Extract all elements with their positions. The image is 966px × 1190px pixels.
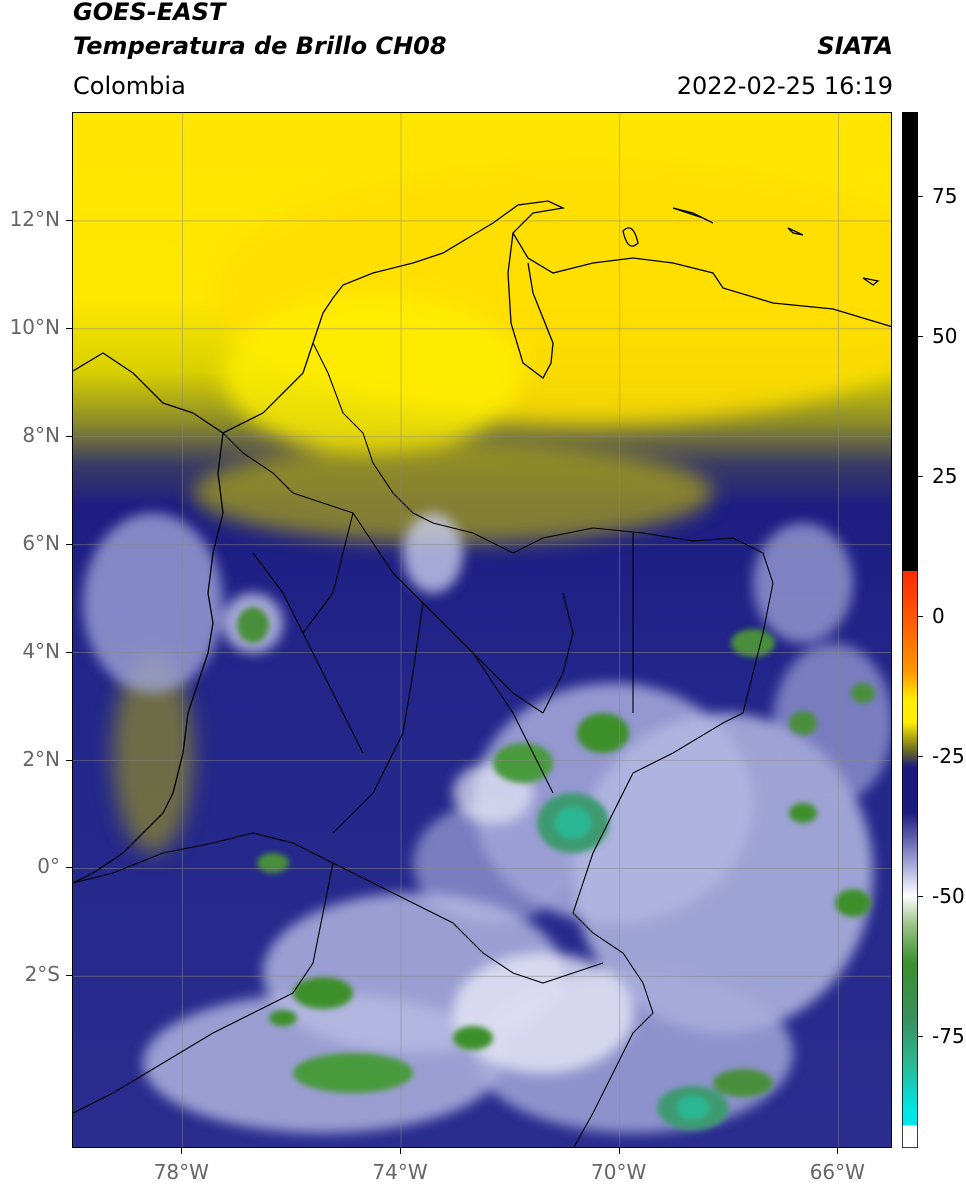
colorbar-tick-label: -75 (932, 1024, 965, 1048)
longitude-tick-mark (400, 1148, 401, 1154)
longitude-tick-label: 78°W (153, 1160, 209, 1184)
latitude-tick-mark (66, 867, 72, 869)
colorbar-tick-mark (918, 1036, 923, 1037)
convective-cores (237, 607, 875, 1130)
colorbar-tick-label: 0 (932, 604, 945, 628)
graticule (73, 113, 891, 1147)
region-label: Colombia (73, 72, 186, 100)
political-borders (73, 342, 774, 1147)
longitude-tick-mark (618, 1148, 620, 1154)
latitude-tick-mark (66, 543, 72, 545)
latitude-tick-label: 12°N (9, 206, 60, 231)
latitude-tick-label: 8°N (22, 422, 60, 447)
brightness-temperature-field (73, 113, 891, 1147)
colorbar-tick-mark (918, 196, 923, 197)
latitude-tick-mark (66, 327, 72, 329)
colorbar-tick-label: 25 (932, 464, 958, 488)
product-name-title: Temperatura de Brillo CH08 (73, 32, 447, 60)
product-source-title: GOES-EAST (73, 0, 226, 26)
cloud-tops (83, 513, 891, 1133)
latitude-tick-mark (66, 219, 72, 221)
latitude-tick-label: 2°S (24, 962, 60, 987)
longitude-tick-mark (837, 1148, 839, 1154)
satellite-map (72, 112, 892, 1148)
latitude-tick-mark (66, 975, 72, 977)
colorbar-tick-label: -50 (932, 884, 965, 908)
colorbar-tick-mark (918, 896, 923, 897)
colorbar-tick-label: -25 (932, 744, 965, 768)
colorbar-tick-label: 50 (932, 324, 958, 348)
longitude-tick-mark (181, 1148, 183, 1154)
colorbar-tick-label: 75 (932, 184, 958, 208)
colorbar-tick-mark (918, 336, 923, 337)
latitude-tick-label: 0° (37, 854, 60, 879)
colorbar-tick-mark (918, 616, 923, 617)
longitude-tick-label: 70°W (591, 1160, 647, 1184)
colorbar-scale (902, 112, 918, 1148)
organization-label: SIATA (817, 32, 893, 60)
timestamp-label: 2022-02-25 16:19 (676, 72, 893, 100)
warm-caribbean-band (113, 163, 891, 853)
coastlines (73, 200, 891, 884)
latitude-tick-label: 10°N (9, 314, 60, 339)
longitude-tick-label: 74°W (372, 1160, 428, 1184)
latitude-tick-label: 2°N (22, 746, 60, 771)
latitude-tick-mark (66, 759, 72, 761)
colorbar-tick-mark (918, 756, 923, 757)
latitude-tick-label: 6°N (22, 530, 60, 555)
latitude-tick-mark (66, 651, 72, 653)
longitude-tick-label: 66°W (809, 1160, 865, 1184)
latitude-tick-mark (66, 435, 72, 437)
colorbar (902, 112, 918, 1148)
latitude-tick-label: 4°N (22, 638, 60, 663)
colorbar-tick-mark (918, 476, 923, 477)
